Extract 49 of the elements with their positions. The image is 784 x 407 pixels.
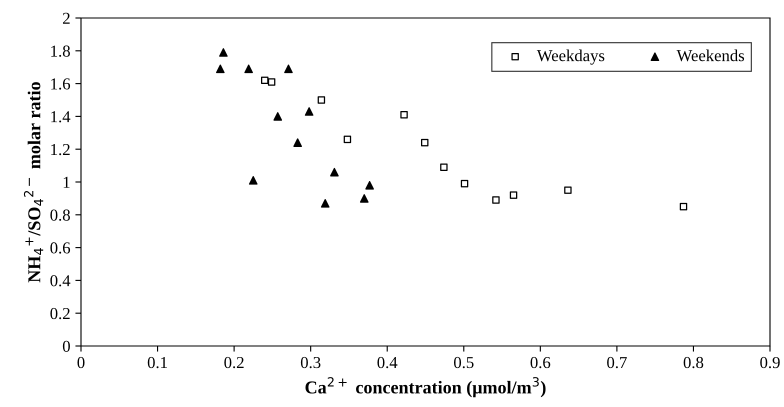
point (268, 78, 276, 86)
x-axis-title: Ca$^{2+}$ concentration (μmol/m$^{3}$) (306, 377, 546, 398)
x-tick-label: 0.8 (684, 356, 704, 368)
point (421, 138, 428, 146)
point (320, 199, 330, 208)
point (400, 111, 408, 118)
point (365, 180, 374, 190)
y-tick-label: 1.4 (51, 111, 70, 122)
y-tick-label: 1.8 (51, 46, 70, 57)
point (219, 48, 228, 57)
x-tick-label: 0.3 (300, 356, 320, 368)
x-tick-label: 0.5 (454, 356, 474, 368)
y-tick-label: 0.8 (50, 210, 70, 221)
x-tick-label: 0 (77, 356, 85, 368)
x-tick-label: 0.9 (760, 356, 780, 368)
legend-label: Weekends (676, 50, 744, 62)
y-tick-label: 0.2 (50, 308, 70, 320)
point (510, 191, 518, 199)
point (248, 176, 258, 185)
y-tick-label: 1.2 (51, 144, 70, 156)
y-tick-label: 0.6 (50, 242, 70, 254)
x-tick-label: 0.4 (377, 356, 398, 368)
point (440, 164, 448, 171)
point (492, 196, 500, 204)
point (284, 64, 293, 74)
point (460, 180, 468, 188)
point (330, 168, 339, 176)
y-tick-label: 1 (64, 176, 70, 188)
y-tick-label: 0.4 (50, 275, 70, 286)
point (564, 186, 572, 194)
point (293, 138, 302, 147)
x-tick-label: 0.6 (530, 356, 550, 368)
point (318, 96, 326, 104)
legend-label: Weekdays (536, 50, 604, 65)
point (273, 112, 282, 121)
y-tick-label: 0 (62, 340, 70, 352)
point (680, 202, 688, 210)
x-tick-label: 0.2 (224, 356, 244, 368)
point (261, 76, 268, 84)
point (304, 107, 314, 116)
point (216, 64, 225, 74)
y-tick-label: 1.6 (51, 78, 70, 90)
y-tick-label: 2 (62, 12, 70, 24)
x-tick-label: 0.7 (607, 356, 627, 368)
point (360, 194, 369, 203)
point (344, 136, 352, 144)
x-tick-label: 0.1 (148, 356, 167, 368)
point (244, 64, 253, 74)
y-axis-title: NH$_{4}$$^{+}$/SO$_{4}$$^{2−}$ molar ratio (24, 82, 44, 282)
